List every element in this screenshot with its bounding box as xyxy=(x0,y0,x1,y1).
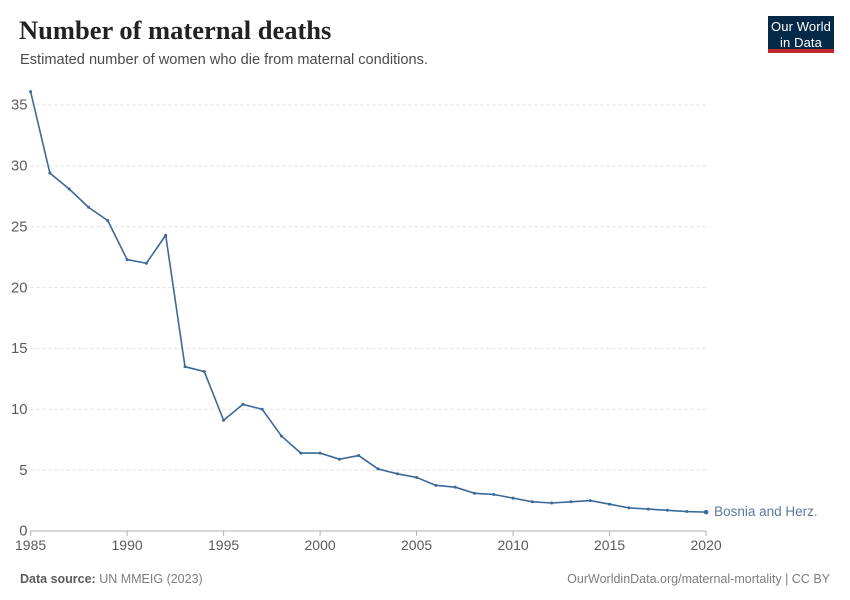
svg-text:2015: 2015 xyxy=(594,537,625,553)
svg-text:30: 30 xyxy=(11,159,27,175)
svg-text:2005: 2005 xyxy=(401,537,432,553)
svg-text:1990: 1990 xyxy=(112,537,143,553)
svg-text:2020: 2020 xyxy=(691,537,722,553)
svg-text:1995: 1995 xyxy=(208,537,239,553)
svg-text:10: 10 xyxy=(11,402,27,418)
svg-text:5: 5 xyxy=(19,463,27,479)
svg-text:15: 15 xyxy=(11,341,27,357)
svg-text:25: 25 xyxy=(11,219,27,235)
svg-text:2000: 2000 xyxy=(305,537,336,553)
svg-text:20: 20 xyxy=(11,280,27,296)
svg-text:35: 35 xyxy=(11,98,27,114)
svg-text:1985: 1985 xyxy=(15,537,46,553)
svg-text:2010: 2010 xyxy=(498,537,529,553)
